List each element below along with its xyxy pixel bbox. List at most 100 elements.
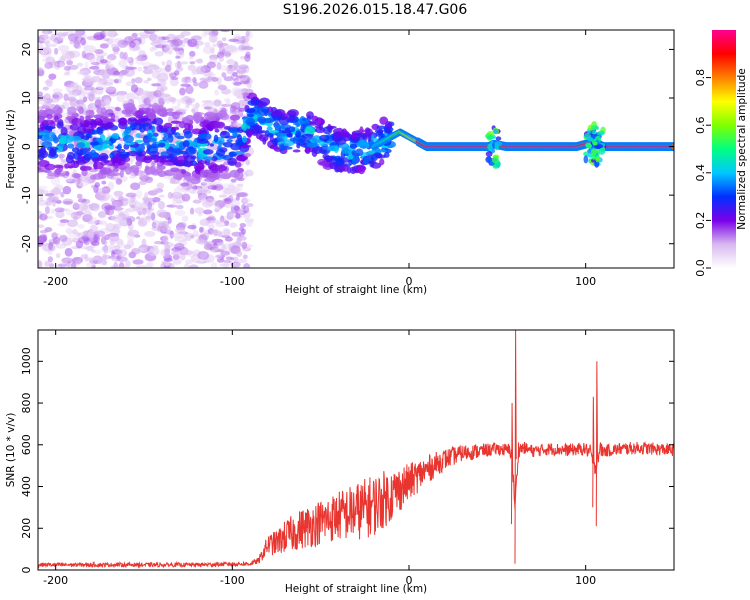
- chart-title: S196.2026.015.18.47.G06: [282, 2, 468, 18]
- spectrogram-cell: [241, 135, 248, 143]
- spectrogram-cell: [170, 167, 180, 172]
- spectrogram-cell: [184, 263, 190, 268]
- snr-panel: -200 -100 0 100 0 200 400 600 800 1000 Height of…: [5, 329, 675, 595]
- spectrogram-cell: [196, 58, 204, 64]
- spectrogram-cell: [241, 76, 247, 82]
- spectrogram-cell: [227, 157, 238, 167]
- spectrogram-cell: [188, 120, 194, 125]
- spectrogram-cell: [50, 148, 57, 157]
- spectrogram-cell: [141, 238, 147, 248]
- spectrogram-cell: [266, 126, 273, 131]
- spectrogram-cell: [242, 254, 248, 260]
- spectrogram-cell: [163, 132, 169, 137]
- spectrogram-cell: [235, 238, 242, 247]
- spectrogram-cell: [185, 259, 194, 265]
- colorbar: 0.0 0.2 0.4 0.6 0.8 Normalized spectral ampl…: [694, 30, 748, 277]
- spectrogram-cell: [196, 138, 209, 144]
- spectrogram-cell: [109, 38, 120, 44]
- spectrogram-cell: [115, 178, 123, 185]
- spectrogram-cell: [38, 147, 47, 157]
- spectrogram-cell: [147, 132, 152, 141]
- spectrogram-cell: [121, 109, 133, 115]
- spectrogram-cell: [223, 98, 230, 103]
- spectrogram-cell: [140, 118, 152, 124]
- spectrogram-cell: [109, 172, 122, 176]
- spectrogram-cell: [162, 136, 169, 142]
- spectrogram-cell: [197, 187, 202, 192]
- spectrogram-cell: [105, 223, 115, 232]
- spectrogram-cell: [224, 135, 237, 139]
- spectrogram-cell: [109, 238, 116, 246]
- spectrogram-cell: [202, 156, 214, 161]
- spectrogram-cell: [96, 80, 104, 90]
- spectrogram-cell: [192, 199, 202, 204]
- spectrogram-cell: [85, 141, 90, 149]
- spectrogram-cell: [151, 161, 156, 167]
- spectrogram-cell: [162, 234, 169, 244]
- spectrogram-cell: [304, 148, 311, 153]
- spectrogram-cell: [180, 182, 190, 187]
- spectrogram-cell: [70, 262, 77, 268]
- spectrogram-cell: [75, 85, 83, 94]
- spectrogram-cell: [39, 35, 52, 42]
- spectrogram-cell: [243, 152, 252, 158]
- spectrogram-cell: [123, 106, 133, 110]
- spectrogram-cell: [45, 78, 53, 88]
- snr-frame: [37, 329, 675, 571]
- spectrogram-cell: [71, 118, 83, 126]
- x-tick-label: -100: [220, 275, 245, 288]
- spectrogram-cell: [127, 71, 136, 76]
- spectrogram-cell: [206, 142, 218, 151]
- spectrogram-cell: [147, 30, 160, 33]
- spectrogram-cell: [83, 153, 92, 161]
- spectrogram-cell: [365, 142, 370, 149]
- spectrogram-cell: [38, 234, 48, 243]
- spectrogram-cell: [69, 99, 77, 108]
- spectrogram-cell: [202, 45, 215, 55]
- spectrogram-cell: [160, 248, 171, 257]
- spectrogram-cell: [148, 63, 159, 69]
- spectrogram-cell: [125, 167, 132, 175]
- spectrogram-cell: [135, 160, 142, 167]
- spectrogram-cell: [172, 38, 183, 47]
- spectrogram-cell: [144, 230, 156, 238]
- y-tick-label: 200: [20, 518, 33, 539]
- spectrogram-cell: [273, 124, 282, 129]
- y-tick-label: -10: [20, 186, 33, 204]
- colorbar-gradient: [712, 30, 736, 268]
- spectrogram-cell: [103, 38, 110, 42]
- spectrogram-cell: [183, 159, 188, 167]
- spectrogram-cell: [99, 68, 108, 76]
- spectrogram-cell: [50, 97, 60, 103]
- spectrogram-cell: [100, 123, 112, 129]
- spectrogram-cell: [100, 246, 113, 254]
- spectrogram-cell: [333, 155, 343, 162]
- spectrogram-cell: [159, 81, 167, 86]
- spectrogram-cell: [104, 30, 116, 37]
- spectrogram-cell: [143, 66, 149, 70]
- spectrogram-cell: [48, 73, 57, 80]
- spectrogram-cell: [221, 72, 227, 78]
- spectrogram-cell: [38, 166, 42, 170]
- spectrogram-cell: [50, 208, 56, 214]
- spectrogram-cell: [79, 115, 85, 123]
- spectrogram-cell: [179, 121, 186, 129]
- spectrogram-cell: [124, 259, 131, 268]
- spectrogram-cell: [145, 215, 152, 220]
- spectrogram-cell: [230, 199, 241, 208]
- spectrogram-cell: [76, 142, 86, 149]
- spectrogram-cell: [210, 262, 218, 268]
- spectrogram-cell: [180, 31, 191, 37]
- spectrogram-cell: [161, 61, 166, 66]
- spectrogram-cell: [77, 198, 87, 203]
- spectrogram-cell: [223, 261, 230, 268]
- spectrogram-cell: [367, 150, 376, 155]
- x-tick-label: -100: [220, 574, 245, 587]
- spectrogram-cell: [84, 74, 92, 79]
- spectrogram-cell: [271, 110, 283, 117]
- spectrogram-cell: [55, 210, 65, 219]
- spectrogram-cell: [219, 30, 231, 33]
- spectrogram-cell: [218, 140, 223, 147]
- spectrogram-cell: [212, 43, 217, 48]
- spectrogram-cell: [232, 122, 242, 127]
